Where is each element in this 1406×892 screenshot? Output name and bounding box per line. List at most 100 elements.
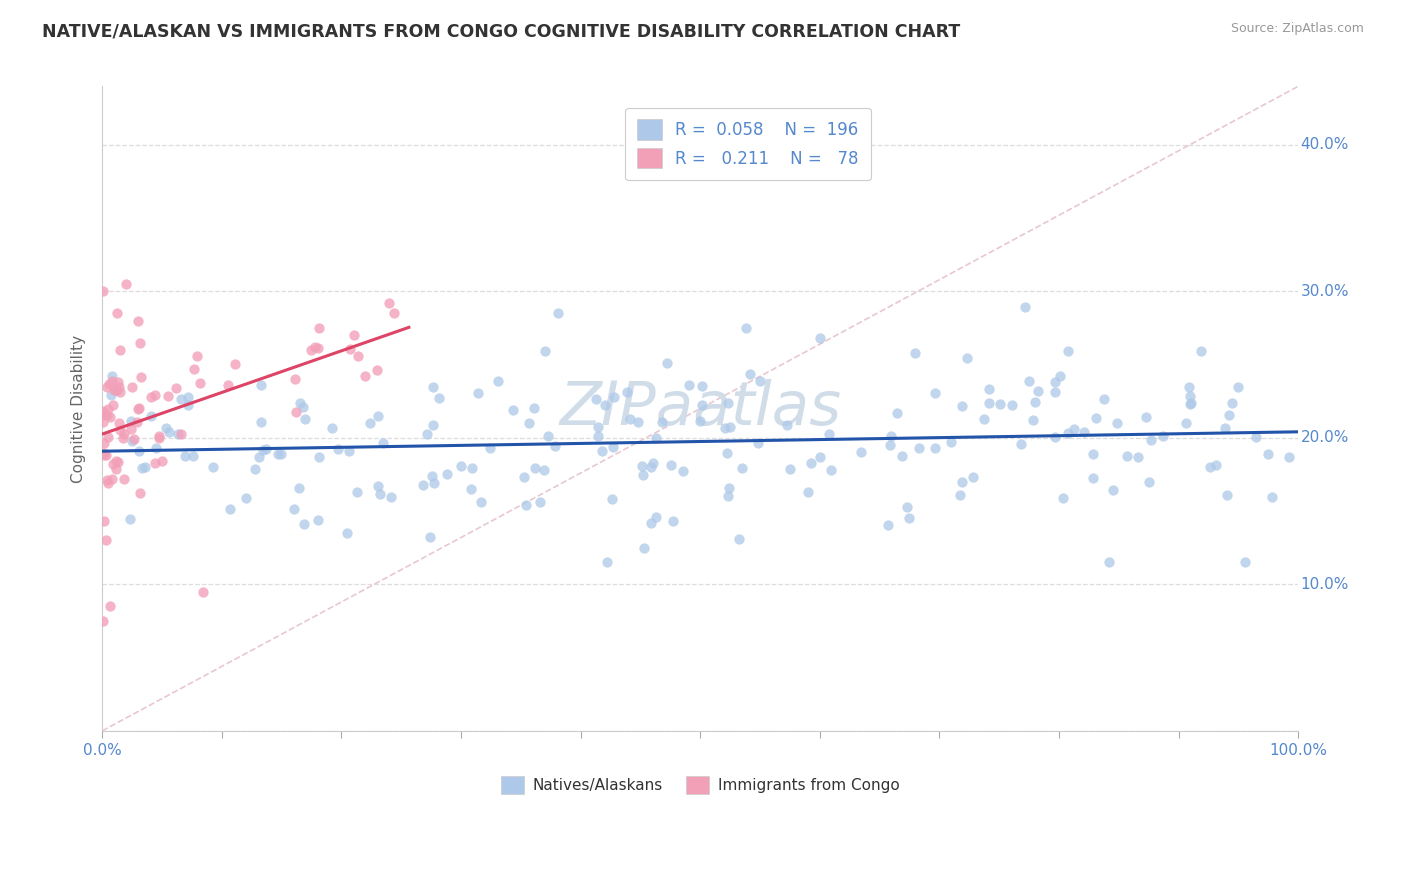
Point	[529, 495, 551, 509]
Point	[94, 533, 117, 547]
Point	[174, 449, 197, 463]
Point	[1126, 450, 1149, 465]
Point	[96, 408, 118, 422]
Point	[250, 415, 273, 429]
Point	[93, 446, 115, 460]
Point	[460, 461, 482, 475]
Point	[284, 372, 307, 386]
Point	[1178, 389, 1201, 403]
Point	[247, 450, 270, 464]
Point	[101, 473, 124, 487]
Point	[747, 436, 769, 450]
Point	[1227, 380, 1250, 394]
Point	[419, 530, 441, 544]
Point	[139, 409, 162, 424]
Point	[1139, 475, 1161, 489]
Point	[148, 431, 170, 445]
Point	[924, 386, 946, 401]
Point	[810, 331, 832, 345]
Point	[600, 492, 623, 507]
Point	[252, 442, 274, 457]
Point	[96, 473, 118, 487]
Point	[1026, 384, 1049, 399]
Point	[98, 409, 121, 424]
Point	[152, 453, 174, 467]
Point	[96, 380, 118, 394]
Point	[304, 340, 326, 354]
Point	[128, 335, 150, 350]
Point	[645, 432, 668, 446]
Point	[662, 514, 685, 528]
Point	[422, 469, 444, 483]
Point	[460, 482, 482, 496]
Point	[108, 380, 131, 394]
Point	[1180, 396, 1202, 410]
Point	[470, 495, 492, 509]
Point	[988, 397, 1011, 411]
Point	[107, 455, 129, 469]
Point	[939, 434, 962, 449]
Text: Source: ZipAtlas.com: Source: ZipAtlas.com	[1230, 22, 1364, 36]
Point	[127, 401, 149, 416]
Point	[270, 447, 292, 461]
Point	[346, 485, 368, 500]
Point	[1213, 421, 1236, 435]
Point	[422, 380, 444, 394]
Point	[101, 374, 124, 388]
Point	[285, 404, 308, 418]
Point	[1057, 426, 1080, 441]
Point	[121, 434, 143, 448]
Point	[186, 350, 208, 364]
Point	[949, 488, 972, 502]
Point	[1063, 422, 1085, 436]
Point	[1178, 380, 1201, 394]
Point	[129, 369, 152, 384]
Point	[145, 442, 167, 456]
Point	[1278, 450, 1301, 464]
Text: 40.0%: 40.0%	[1301, 137, 1348, 153]
Legend: Natives/Alaskans, Immigrants from Congo: Natives/Alaskans, Immigrants from Congo	[495, 770, 905, 800]
Point	[176, 390, 198, 404]
Point	[93, 403, 115, 417]
Point	[131, 460, 153, 475]
Point	[108, 343, 131, 357]
Point	[183, 362, 205, 376]
Point	[1105, 416, 1128, 430]
Point	[820, 463, 842, 477]
Point	[283, 502, 305, 516]
Point	[1102, 483, 1125, 497]
Point	[1189, 344, 1212, 359]
Point	[143, 456, 166, 470]
Point	[903, 346, 925, 360]
Point	[585, 392, 607, 407]
Point	[1081, 471, 1104, 485]
Point	[1216, 488, 1239, 502]
Point	[105, 306, 128, 320]
Point	[104, 462, 127, 476]
Point	[716, 396, 738, 410]
Point	[1014, 300, 1036, 314]
Point	[307, 342, 329, 356]
Point	[235, 491, 257, 505]
Point	[367, 479, 389, 493]
Point	[640, 516, 662, 531]
Point	[544, 439, 567, 453]
Point	[308, 450, 330, 464]
Point	[467, 385, 489, 400]
Y-axis label: Cognitive Disability: Cognitive Disability	[72, 334, 86, 483]
Point	[307, 513, 329, 527]
Point	[93, 407, 115, 421]
Point	[112, 426, 135, 441]
Point	[956, 351, 979, 366]
Text: 10.0%: 10.0%	[1301, 577, 1348, 592]
Point	[93, 514, 115, 528]
Point	[114, 471, 136, 485]
Point	[523, 401, 546, 415]
Point	[122, 432, 145, 446]
Point	[157, 389, 180, 403]
Point	[515, 498, 537, 512]
Point	[294, 412, 316, 426]
Point	[157, 425, 180, 439]
Point	[416, 426, 439, 441]
Point	[797, 484, 820, 499]
